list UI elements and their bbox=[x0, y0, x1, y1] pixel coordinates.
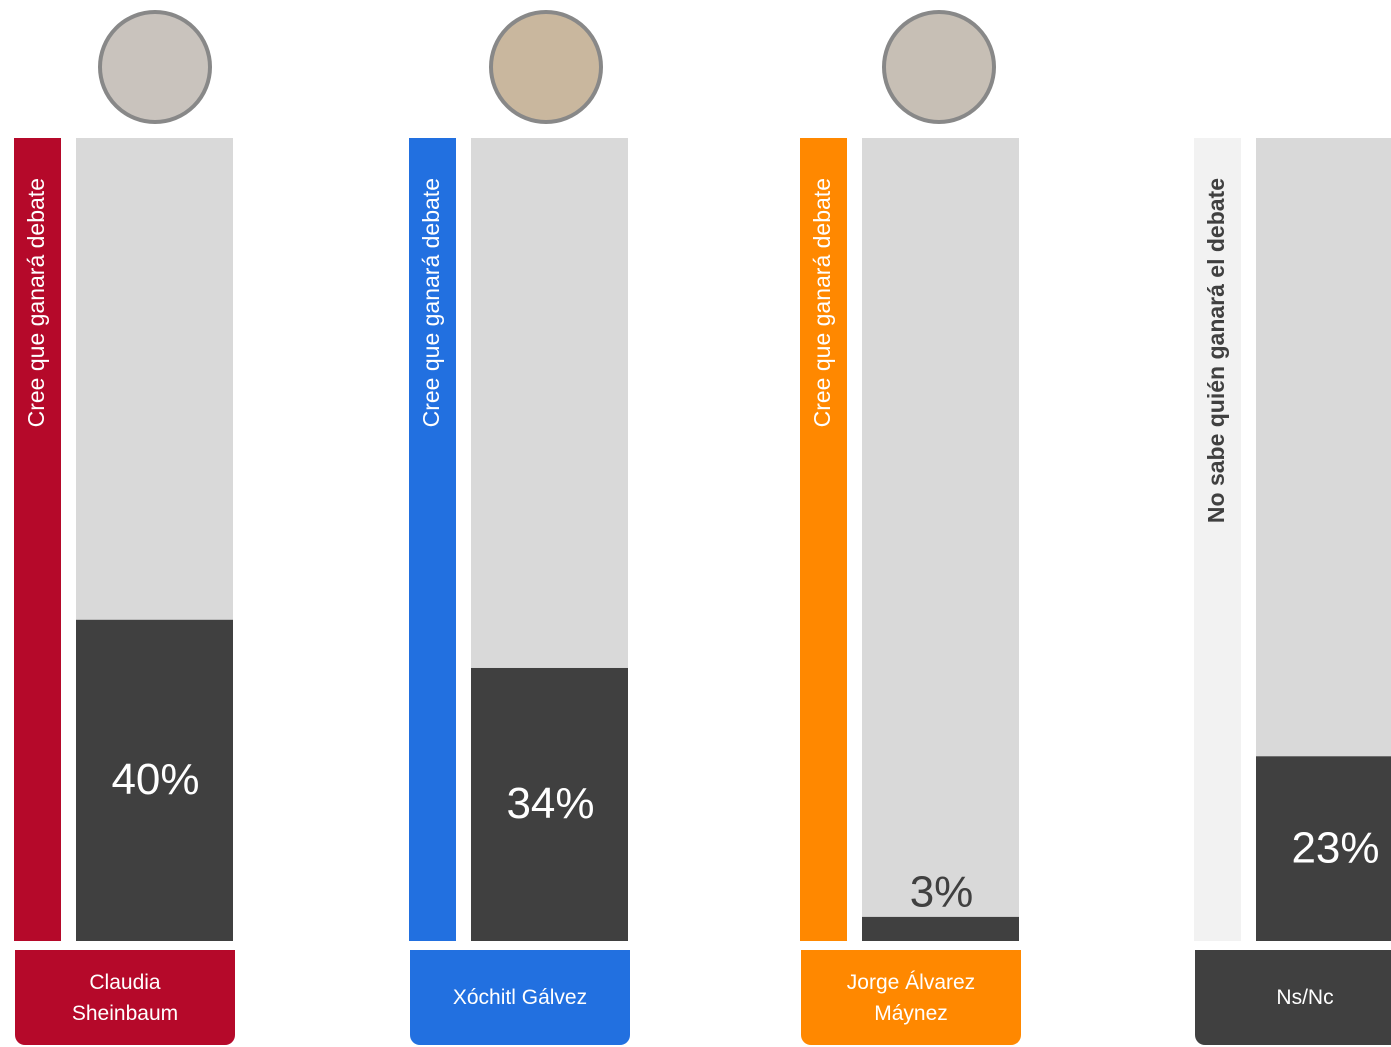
side-label: Cree que ganará debate bbox=[809, 178, 835, 427]
side-label: Cree que ganará debate bbox=[23, 178, 49, 427]
category-box: Ns/Nc bbox=[1195, 950, 1391, 1045]
category-label: Jorge Álvarez Máynez bbox=[846, 970, 976, 1025]
side-strip bbox=[409, 138, 456, 941]
bar-track bbox=[862, 138, 1019, 941]
side-label: Cree que ganará debate bbox=[418, 178, 444, 427]
avatars bbox=[98, 10, 996, 124]
category-label: Ns/Nc bbox=[1276, 986, 1334, 1009]
value-label: 3% bbox=[910, 868, 974, 917]
side-strip bbox=[800, 138, 847, 941]
side-strip bbox=[1194, 138, 1241, 941]
bar bbox=[471, 667, 628, 941]
category-box: Jorge Álvarez Máynez bbox=[801, 950, 1021, 1045]
avatar bbox=[98, 10, 212, 124]
value-label: 23% bbox=[1291, 823, 1379, 872]
bar bbox=[76, 619, 233, 941]
category-box: Xóchitl Gálvez bbox=[410, 950, 630, 1045]
value-label: 34% bbox=[506, 779, 594, 828]
avatar bbox=[882, 10, 996, 124]
bar bbox=[1256, 756, 1391, 941]
category-label: Xóchitl Gálvez bbox=[452, 986, 588, 1009]
side-label: No sabe quién ganará el debate bbox=[1203, 178, 1229, 523]
value-label: 40% bbox=[111, 755, 199, 804]
category-box: Claudia Sheinbaum bbox=[15, 950, 235, 1045]
category-label: Claudia Sheinbaum bbox=[71, 970, 179, 1025]
side-strip bbox=[14, 138, 61, 941]
bar bbox=[862, 916, 1019, 941]
avatar bbox=[489, 10, 603, 124]
